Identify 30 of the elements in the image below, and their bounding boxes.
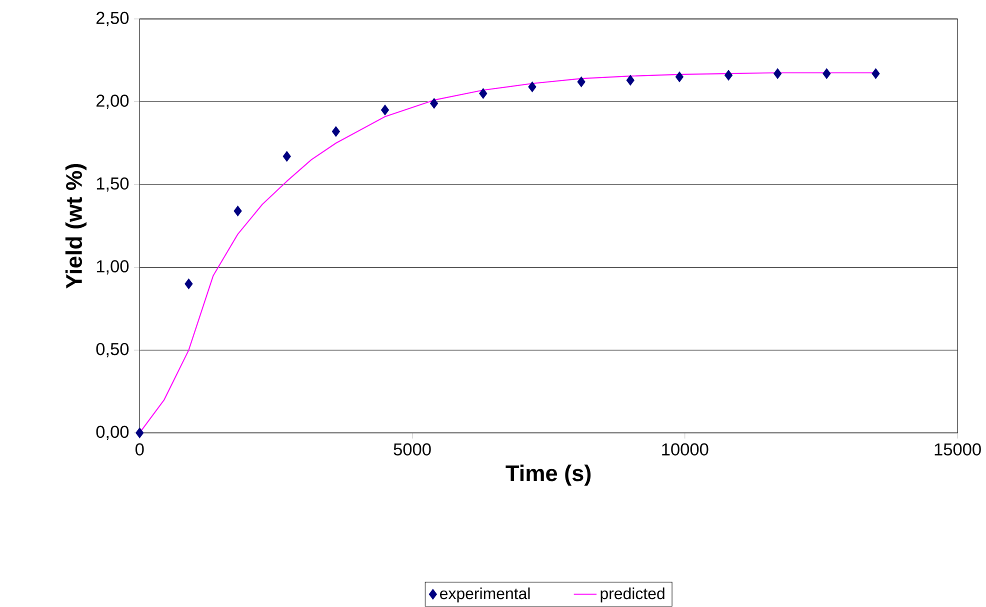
- y-tick-label: 2,50: [96, 12, 129, 26]
- x-tick-label: 10000: [662, 443, 708, 456]
- x-axis-title: Time (s): [506, 464, 591, 486]
- point: [528, 82, 536, 92]
- y-tick-label: 1,00: [96, 260, 129, 275]
- point: [479, 88, 488, 99]
- y-tick-label: 1,50: [96, 178, 129, 192]
- point: [774, 68, 782, 80]
- point: [282, 151, 291, 162]
- point: [872, 68, 880, 80]
- point: [136, 428, 144, 438]
- point: [234, 206, 242, 217]
- point: [724, 70, 733, 81]
- x-tick-label: 15000: [934, 443, 981, 456]
- y-axis-title: Yield (wt %): [65, 164, 86, 289]
- x-tick-label: 0: [136, 443, 144, 456]
- y-tick-label: 0,00: [96, 426, 129, 440]
- point: [430, 98, 438, 109]
- y-tick-label: 0,50: [96, 343, 129, 358]
- point: [380, 104, 390, 116]
- point: [822, 68, 831, 80]
- point: [332, 126, 340, 138]
- y-tick-label: 2,00: [96, 94, 129, 110]
- legend-label: predicted: [600, 588, 664, 603]
- point: [626, 75, 634, 86]
- point: [577, 76, 586, 88]
- x-tick-label: 5000: [394, 443, 431, 456]
- point: [184, 278, 193, 290]
- point: [675, 72, 684, 82]
- legend-label: experimental: [440, 588, 530, 603]
